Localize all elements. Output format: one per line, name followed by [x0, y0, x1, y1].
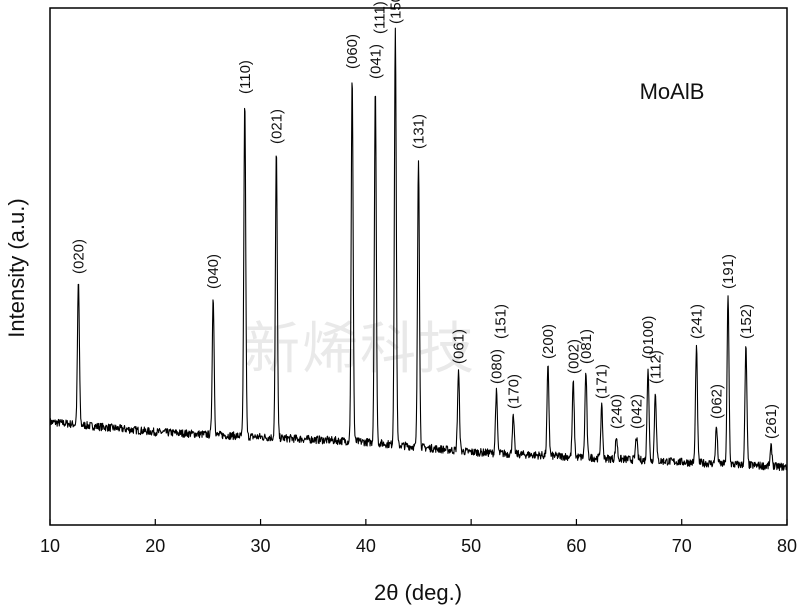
- peak-label: (042): [628, 394, 645, 429]
- peak-labels: (020) (040) (110) (021) (060) (041) (111) (150)…: [70, 0, 780, 439]
- plot-frame: [49, 7, 788, 526]
- peak-label: (151): [492, 304, 509, 339]
- x-tick-label: 80: [777, 536, 797, 556]
- peak-label: (0100): [640, 316, 657, 359]
- peak-label: (002): [565, 339, 582, 374]
- peak-label: (020): [70, 239, 87, 274]
- peak-label: (021): [268, 109, 285, 144]
- peak-label: (060): [344, 34, 361, 69]
- y-axis-title: Intensity (a.u.): [4, 198, 29, 337]
- peak-label: (171): [594, 364, 611, 399]
- x-axis-title: 2θ (deg.): [374, 580, 462, 605]
- peak-label: (261): [763, 404, 780, 439]
- peak-label: (080): [488, 349, 505, 384]
- peak-label: (170): [505, 374, 522, 409]
- x-tick-label: 50: [461, 536, 481, 556]
- plot-area: (020) (040) (110) (021) (060) (041) (111) (150)…: [49, 0, 788, 472]
- x-tick-label: 10: [40, 536, 60, 556]
- peak-label: (191): [720, 254, 737, 289]
- watermark: 新烯科技: [244, 317, 476, 382]
- x-tick-label: 70: [672, 536, 692, 556]
- peak-label: (041): [367, 44, 384, 79]
- peak-label: (111): [371, 1, 388, 34]
- x-axis-ticks: 10 20 30 40 50 60 70 80: [40, 519, 797, 556]
- peak-label: (200): [540, 324, 557, 359]
- peak-label: (241): [688, 304, 705, 339]
- x-tick-label: 20: [145, 536, 165, 556]
- peak-label: (131): [411, 114, 428, 149]
- peak-label: (152): [738, 304, 755, 339]
- peak-label: (040): [205, 254, 222, 289]
- peak-label: (150): [387, 0, 404, 24]
- x-tick-label: 40: [356, 536, 376, 556]
- x-tick-label: 60: [566, 536, 586, 556]
- peak-label: (062): [708, 384, 725, 419]
- xrd-pattern-line: [49, 27, 788, 472]
- peak-label: (240): [608, 394, 625, 429]
- peak-label: (110): [237, 60, 254, 94]
- peak-label: (112): [647, 350, 664, 384]
- peak-label: (061): [451, 329, 468, 364]
- legend-label: MoAlB: [640, 79, 705, 104]
- x-tick-label: 30: [251, 536, 271, 556]
- peak-label: (081): [578, 329, 595, 364]
